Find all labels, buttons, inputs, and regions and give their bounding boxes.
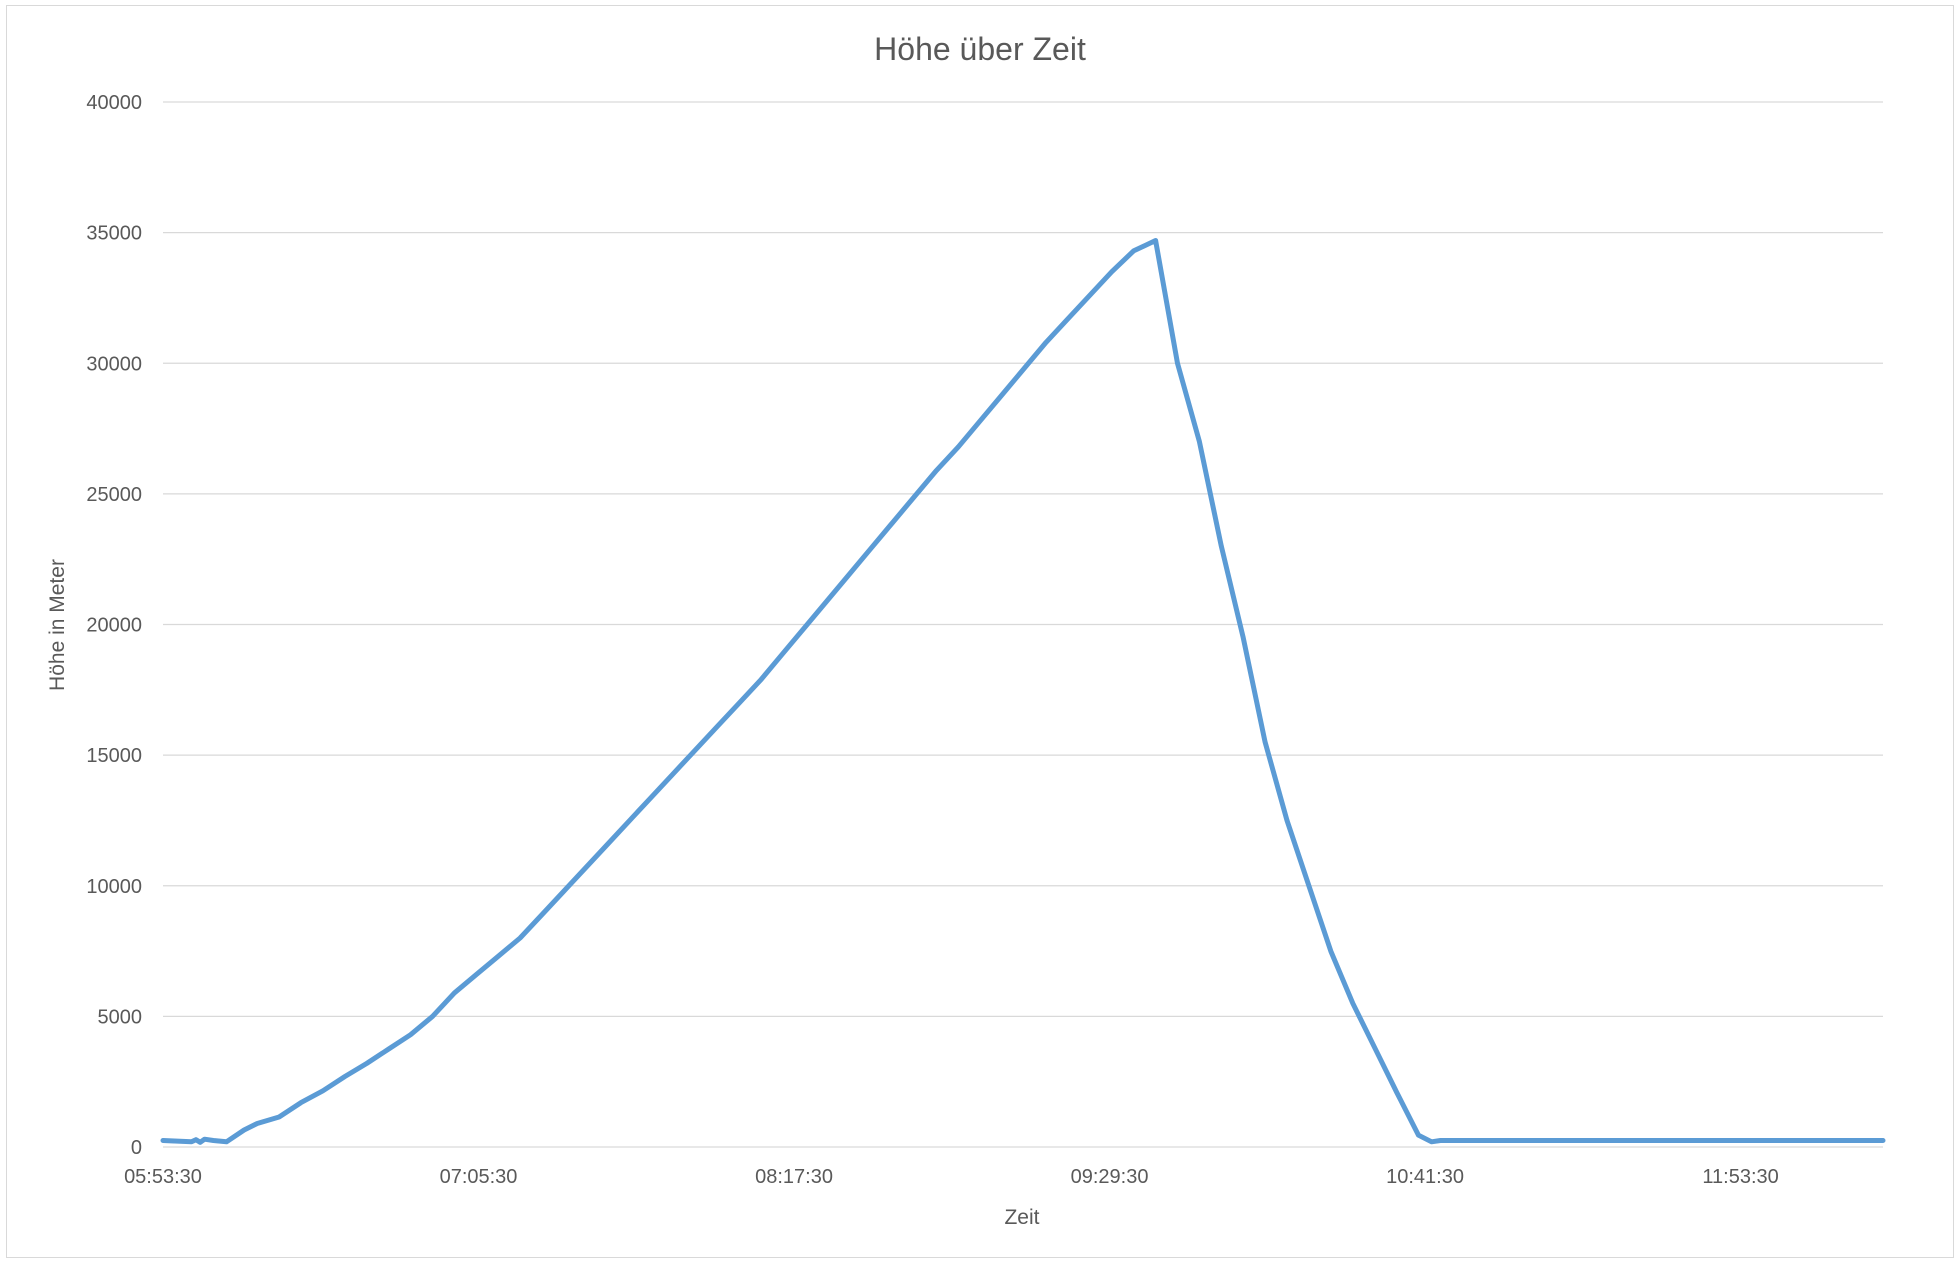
x-tick-label: 08:17:30 — [755, 1166, 833, 1188]
y-tick-label: 30000 — [86, 353, 142, 375]
y-tick-label: 15000 — [86, 745, 142, 767]
x-tick-label: 09:29:30 — [1071, 1166, 1149, 1188]
x-axis-ticks: 05:53:30 07:05:30 08:17:30 09:29:30 10:41:30… — [124, 1166, 1779, 1188]
gridlines — [163, 101, 1883, 1148]
x-tick-label: 11:53:30 — [1702, 1166, 1778, 1188]
y-tick-label: 10000 — [86, 876, 142, 898]
chart-area — [6, 5, 1954, 1258]
chart-title: Höhe über Zeit — [874, 31, 1086, 67]
y-tick-label: 25000 — [86, 484, 142, 506]
y-tick-label: 35000 — [86, 223, 142, 245]
y-tick-label: 20000 — [86, 615, 142, 637]
x-tick-label: 07:05:30 — [440, 1166, 518, 1188]
y-tick-label: 5000 — [98, 1006, 143, 1028]
x-axis-title: Zeit — [1004, 1206, 1039, 1229]
y-axis-title: Höhe in Meter — [46, 559, 69, 691]
x-tick-label: 10:41:30 — [1386, 1166, 1464, 1188]
x-tick-label: 05:53:30 — [124, 1166, 202, 1188]
series-line — [160, 238, 1886, 1145]
y-axis-ticks: 0 5000 10000 15000 20000 25000 30000 35000 40000 — [86, 92, 142, 1159]
y-tick-label: 40000 — [86, 92, 142, 114]
series-group — [160, 238, 1886, 1145]
y-tick-label: 0 — [131, 1137, 142, 1159]
